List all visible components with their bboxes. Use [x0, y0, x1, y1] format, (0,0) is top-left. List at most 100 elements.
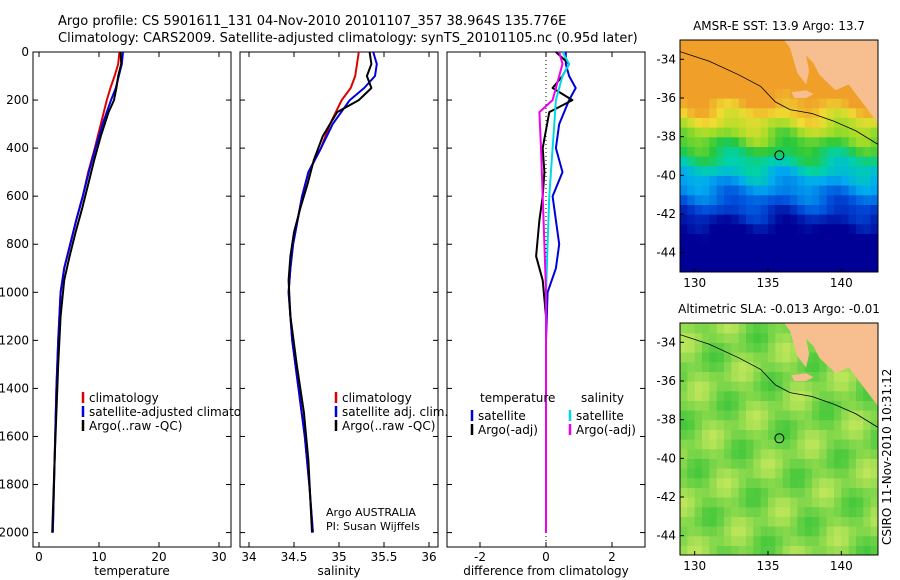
- map-cell: [738, 506, 747, 517]
- map-cell: [819, 88, 828, 99]
- y-tick-label: 200: [6, 93, 29, 107]
- map-cell: [724, 487, 732, 498]
- map-cell: [797, 194, 806, 205]
- map-cell: [797, 381, 806, 392]
- map-cell: [782, 487, 791, 498]
- map-cell: [782, 156, 791, 167]
- map-cell: [702, 223, 710, 234]
- map-cell: [738, 535, 747, 546]
- map-cell: [716, 468, 725, 479]
- map-cell: [797, 156, 806, 167]
- map-cell: [716, 526, 725, 537]
- map-cell: [826, 165, 835, 176]
- map-cell: [738, 262, 747, 272]
- map-cell: [863, 136, 872, 147]
- map-cell: [841, 439, 850, 450]
- map-cell: [819, 127, 828, 138]
- map-cell: [797, 516, 806, 527]
- map-cell: [819, 146, 828, 157]
- map-cell: [709, 545, 718, 555]
- x-axis-label: temperature: [94, 564, 169, 578]
- map-cell: [768, 204, 776, 215]
- map-cell: [841, 410, 850, 421]
- map-cell: [826, 497, 835, 508]
- map-cell: [716, 59, 725, 70]
- map-cell: [753, 194, 762, 205]
- map-cell: [812, 535, 820, 546]
- map-cell: [760, 194, 769, 205]
- map-cell: [753, 419, 762, 430]
- map-cell: [790, 204, 798, 215]
- map-cell: [702, 323, 710, 334]
- map-cell: [702, 516, 710, 527]
- map-cell: [680, 458, 688, 469]
- map-cell: [834, 243, 842, 254]
- map-cell: [768, 323, 776, 334]
- map-cell: [848, 107, 857, 118]
- map-cell: [687, 175, 696, 186]
- map-cell: [782, 458, 791, 469]
- map-cell: [790, 262, 798, 272]
- map-cell: [709, 59, 718, 70]
- map-cell: [790, 59, 798, 70]
- map-cell: [694, 439, 703, 450]
- map-cell: [841, 233, 850, 244]
- map-cell: [863, 127, 872, 138]
- map-cell: [834, 107, 842, 118]
- map-cell: [694, 204, 703, 215]
- map-cell: [680, 323, 688, 334]
- map-cell: [790, 381, 798, 392]
- map-cell: [746, 262, 754, 272]
- map-cell: [687, 214, 696, 225]
- map-cell: [709, 214, 718, 225]
- map-cell: [753, 352, 762, 363]
- map-cell: [746, 40, 754, 51]
- map-cell: [731, 69, 740, 80]
- series-line: [545, 51, 571, 533]
- map-cell: [702, 117, 710, 128]
- map-cell: [738, 526, 747, 537]
- map-cell: [731, 516, 740, 527]
- map-cell: [687, 78, 696, 89]
- map-cell: [775, 146, 784, 157]
- map-cell: [856, 127, 864, 138]
- map-cell: [702, 361, 710, 372]
- map-cell: [680, 214, 688, 225]
- map-cell: [775, 323, 784, 334]
- map-cell: [760, 40, 769, 51]
- map-cell: [790, 487, 798, 498]
- map-cell: [812, 223, 820, 234]
- map-cell: [775, 117, 784, 128]
- map-cell: [702, 88, 710, 99]
- map-cell: [753, 156, 762, 167]
- map-cell: [694, 342, 703, 353]
- map-cell: [790, 506, 798, 517]
- map-cell: [680, 69, 688, 80]
- map-cell: [841, 526, 850, 537]
- map-cell: [753, 59, 762, 70]
- map-cell: [702, 410, 710, 421]
- map-cell: [804, 165, 813, 176]
- map-cell: [716, 252, 725, 263]
- map-cell: [768, 458, 776, 469]
- map-cell: [812, 69, 820, 80]
- sst-map-panel: AMSR-E SST: 13.9 Argo: 13.7 130 135 140 -34 -…: [656, 19, 879, 290]
- map-cell: [724, 204, 732, 215]
- map-cell: [863, 448, 872, 459]
- map-cell: [768, 381, 776, 392]
- map-cell: [702, 252, 710, 263]
- map-cell: [819, 78, 828, 89]
- map-cell: [848, 468, 857, 479]
- map-cell: [856, 243, 864, 254]
- map-cell: [680, 40, 688, 51]
- map-cell: [848, 506, 857, 517]
- land-mass: [784, 40, 878, 124]
- map-cell: [724, 419, 732, 430]
- map-cell: [709, 468, 718, 479]
- map-cell: [834, 127, 842, 138]
- map-cell: [834, 545, 842, 555]
- map-cell: [841, 98, 850, 109]
- map-cell: [775, 381, 784, 392]
- map-cell: [687, 371, 696, 382]
- map-cell: [746, 175, 754, 186]
